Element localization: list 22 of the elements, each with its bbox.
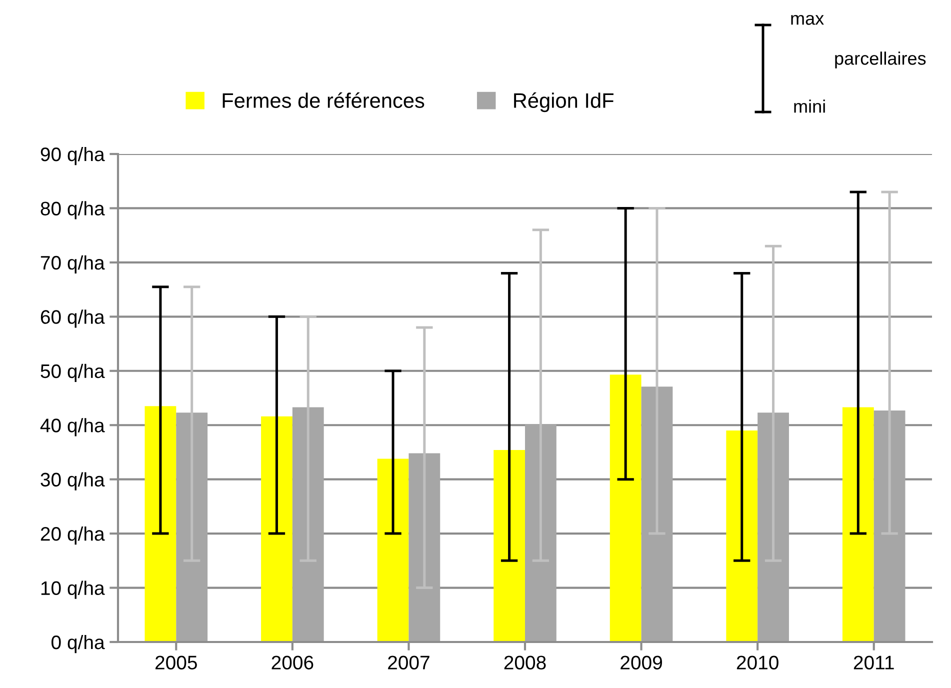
y-tick-label: 60 q/ha bbox=[40, 310, 105, 328]
legend-label: Fermes de références bbox=[222, 92, 424, 108]
x-tick-label: 2010 bbox=[736, 656, 778, 670]
y-tick-label: 80 q/ha bbox=[40, 201, 105, 220]
y-tick-label: 40 q/ha bbox=[40, 418, 105, 436]
y-tick-label: 10 q/ha bbox=[41, 580, 105, 599]
x-tick-label: 2005 bbox=[155, 656, 197, 670]
y-tick-label: 30 q/ha bbox=[40, 472, 105, 490]
y-tick-label: 0 q/ha bbox=[52, 634, 105, 654]
text: parcellaires bbox=[835, 52, 926, 68]
y-tick-label: 90 q/ha bbox=[40, 146, 105, 166]
text: max bbox=[791, 14, 824, 25]
y-tick-label: 70 q/ha bbox=[40, 255, 105, 274]
legend-label: Région IdF bbox=[514, 92, 614, 112]
x-tick-label: 2011 bbox=[854, 656, 894, 670]
y-tick-label: 50 q/ha bbox=[40, 364, 105, 382]
text: mini bbox=[794, 100, 825, 113]
x-tick-label: 2006 bbox=[272, 656, 314, 670]
x-tick-label: 2008 bbox=[504, 656, 546, 670]
y-tick-label: 20 q/ha bbox=[40, 526, 105, 545]
x-tick-label: 2009 bbox=[620, 656, 662, 670]
x-tick-label: 2007 bbox=[388, 656, 430, 670]
